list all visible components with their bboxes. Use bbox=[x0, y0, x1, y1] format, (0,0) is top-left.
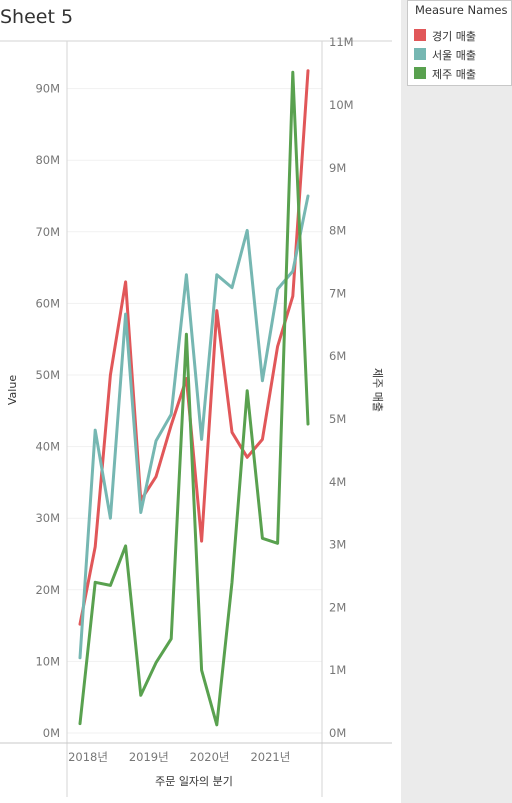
y2-tick-label: 4M bbox=[329, 475, 346, 489]
y2-tick-label: 7M bbox=[329, 286, 346, 300]
legend-swatch bbox=[414, 48, 426, 60]
y2-tick-labels: 0M 1M 2M 3M 4M 5M 6M 7M 8M 9M 10M 11M bbox=[329, 35, 354, 740]
series-line-경기-매출[interactable] bbox=[78, 69, 310, 626]
y-tick-label: 80M bbox=[35, 153, 60, 167]
y2-tick-label: 3M bbox=[329, 538, 346, 552]
y2-axis-title: 제주 매출 bbox=[371, 368, 384, 412]
y-tick-label: 90M bbox=[35, 82, 60, 96]
y2-tick-label: 2M bbox=[329, 600, 346, 614]
legend-swatch bbox=[414, 29, 426, 41]
chart: 0M 10M 20M 30M 40M 50M 60M 70M 80M 90M 0M 1M 2M 3M 4M… bbox=[0, 35, 392, 797]
y2-tick-label: 11M bbox=[329, 35, 354, 49]
y2-tick-label: 5M bbox=[329, 412, 346, 426]
y-tick-label: 40M bbox=[35, 440, 60, 454]
x-tick-label: 2018년 bbox=[68, 750, 108, 764]
legend-item-gyeonggi[interactable]: 경기 매출 bbox=[414, 28, 510, 44]
gridlines bbox=[67, 88, 322, 734]
legend-label: 제주 매출 bbox=[432, 68, 476, 81]
y-tick-label: 70M bbox=[35, 225, 60, 239]
x-tick-label: 2021년 bbox=[250, 750, 290, 764]
series-line-제주-매출[interactable] bbox=[78, 70, 310, 727]
y-tick-label: 0M bbox=[43, 726, 60, 740]
legend[interactable]: Measure Names 경기 매출 서울 매출 제주 매출 bbox=[407, 0, 512, 86]
legend-label: 경기 매출 bbox=[432, 30, 476, 43]
x-tick-label: 2019년 bbox=[129, 750, 169, 764]
y-tick-label: 60M bbox=[35, 296, 60, 310]
x-tick-label: 2020년 bbox=[190, 750, 230, 764]
x-tick-labels: 2018년 2019년 2020년 2021년 bbox=[68, 750, 290, 764]
series-line-서울-매출[interactable] bbox=[78, 194, 310, 660]
legend-label: 서울 매출 bbox=[432, 49, 476, 62]
side-panel bbox=[401, 0, 512, 803]
legend-title: Measure Names bbox=[415, 3, 508, 17]
y2-tick-label: 6M bbox=[329, 349, 346, 363]
y2-tick-label: 1M bbox=[329, 663, 346, 677]
legend-item-jeju[interactable]: 제주 매출 bbox=[414, 66, 510, 82]
y-tick-label: 50M bbox=[35, 368, 60, 382]
sheet-title: Sheet 5 bbox=[0, 6, 74, 28]
series-layer bbox=[78, 69, 310, 727]
legend-item-seoul[interactable]: 서울 매출 bbox=[414, 47, 510, 63]
y2-tick-label: 0M bbox=[329, 726, 346, 740]
x-axis-title: 주문 일자의 분기 bbox=[155, 774, 233, 788]
y2-tick-label: 8M bbox=[329, 224, 346, 238]
y-tick-label: 20M bbox=[35, 583, 60, 597]
y-tick-labels: 0M 10M 20M 30M 40M 50M 60M 70M 80M 90M bbox=[35, 82, 60, 740]
y-tick-label: 30M bbox=[35, 511, 60, 525]
y-tick-label: 10M bbox=[35, 654, 60, 668]
y-axis-title: Value bbox=[6, 375, 19, 405]
legend-swatch bbox=[414, 67, 426, 79]
y2-tick-label: 9M bbox=[329, 161, 346, 175]
y2-tick-label: 10M bbox=[329, 98, 354, 112]
